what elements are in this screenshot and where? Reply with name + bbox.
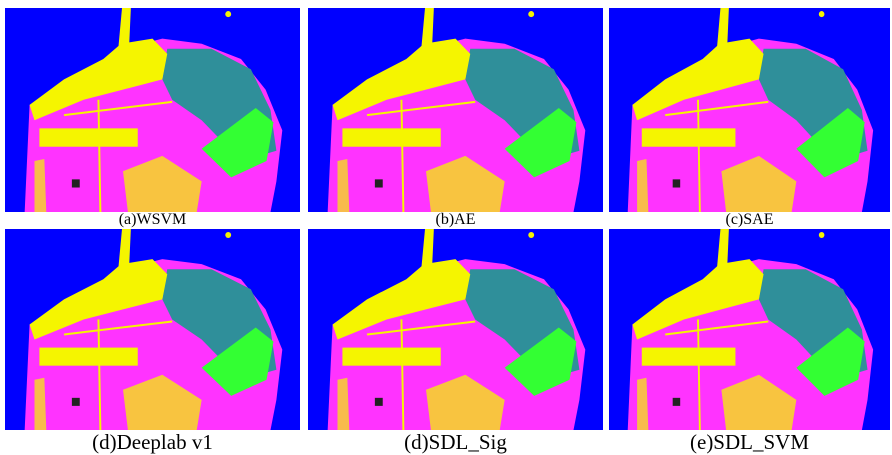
caption: (c)SAE [725, 211, 774, 228]
map-image [5, 229, 300, 430]
caption: (d)Deeplab v1 [92, 430, 213, 454]
map-image [5, 8, 300, 212]
map-image [609, 229, 890, 430]
map-image [609, 8, 890, 212]
caption: (d)SDL_Sig [404, 430, 507, 454]
caption: (a)WSVM [118, 211, 187, 228]
map-image [308, 8, 603, 212]
caption: (e)SDL_SVM [690, 430, 809, 454]
caption: (b)AE [435, 211, 476, 228]
map-image [308, 229, 603, 430]
